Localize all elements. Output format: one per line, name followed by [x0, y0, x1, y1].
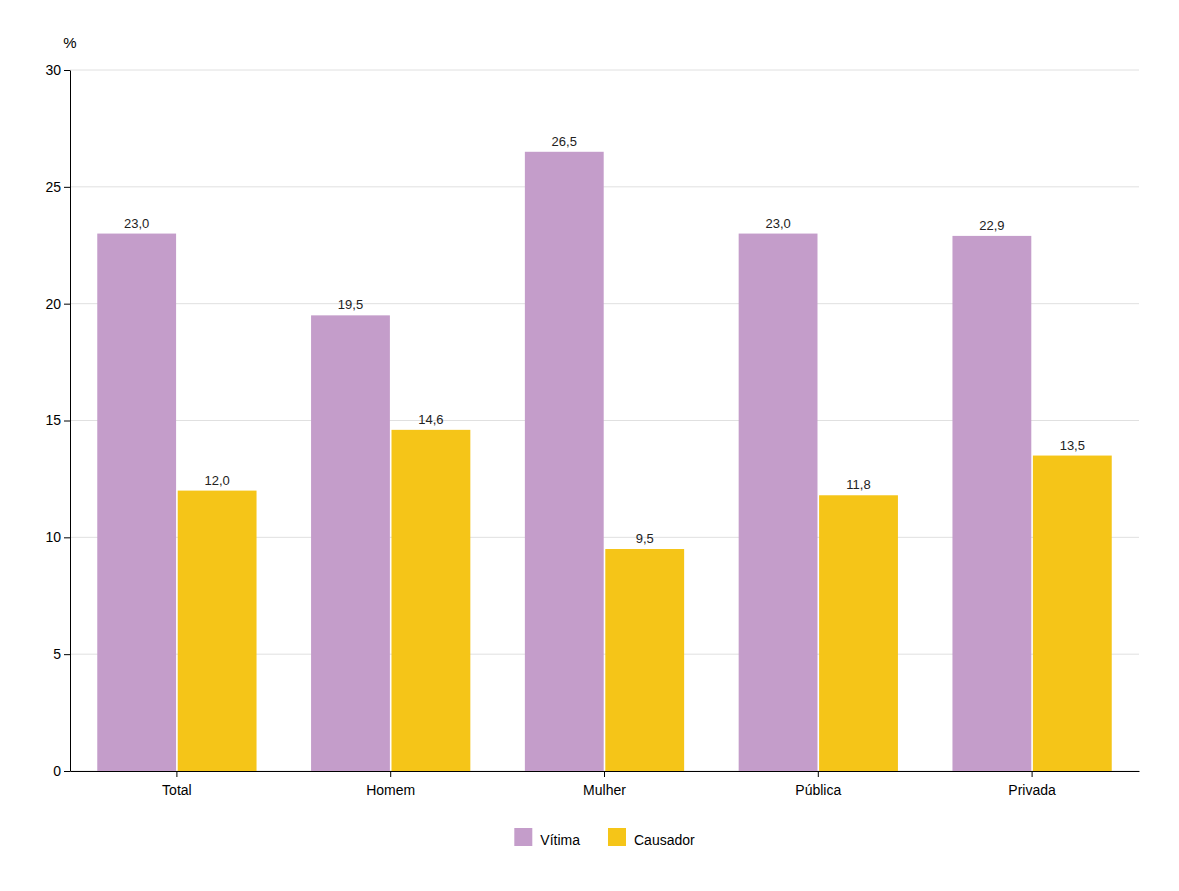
x-tick-mark	[390, 771, 391, 777]
x-tick-label: Privada	[1008, 782, 1056, 798]
bar	[605, 549, 684, 771]
x-tick: Mulher	[583, 771, 626, 798]
chart: 23,0 19,5 26,5 23,0 22,9 12,0 14,6 9,5 11,8 13,5 T…	[0, 0, 1179, 891]
x-tick-mark	[1032, 771, 1033, 777]
data-label: 11,8	[846, 477, 870, 492]
x-tick: Homem	[366, 771, 415, 798]
x-tick-label: Mulher	[583, 782, 626, 798]
data-label: 26,5	[552, 134, 577, 149]
data-label: 9,5	[636, 531, 654, 546]
bar-series	[178, 430, 1112, 771]
x-tick: Total	[162, 771, 192, 798]
legend-swatch	[514, 828, 532, 846]
bar	[311, 315, 390, 771]
data-label: 12,0	[204, 473, 229, 488]
bar	[525, 152, 604, 771]
y-tick-mark	[64, 304, 70, 305]
y-tick: 20	[45, 296, 70, 312]
bar-series	[97, 152, 1031, 771]
x-axis: Total Homem Mulher Pública Privada	[71, 771, 1140, 798]
data-label: 22,9	[979, 218, 1004, 233]
legend-item: Causador	[608, 828, 695, 848]
y-tick-mark	[64, 771, 70, 772]
y-tick: 5	[53, 646, 70, 662]
y-tick: 10	[45, 529, 70, 545]
x-tick-label: Homem	[366, 782, 415, 798]
data-label: 19,5	[338, 297, 363, 312]
y-tick-label: 10	[45, 529, 61, 545]
bar	[392, 430, 471, 771]
data-labels: 23,0 19,5 26,5 23,0 22,9 12,0 14,6 9,5 11,8 13,5	[124, 134, 1085, 546]
y-tick-label: 20	[45, 296, 61, 312]
y-tick-label: 0	[53, 763, 61, 779]
x-tick-mark	[818, 771, 819, 777]
y-tick: 15	[45, 412, 70, 428]
bar	[178, 491, 257, 771]
y-axis: 0 5 10 15 20 25 30	[45, 62, 70, 779]
y-tick-label: 30	[45, 62, 61, 78]
y-tick: 25	[45, 179, 70, 195]
legend: Vítima Causador	[514, 828, 695, 848]
x-tick-mark	[604, 771, 605, 777]
y-tick-mark	[64, 421, 70, 422]
y-tick-mark	[64, 537, 70, 538]
y-tick-label: 25	[45, 179, 61, 195]
bar	[739, 234, 818, 771]
y-tick-mark	[64, 187, 70, 188]
x-tick: Privada	[1008, 771, 1056, 798]
legend-swatch	[608, 828, 626, 846]
grid-line	[70, 186, 1139, 187]
bar	[819, 495, 898, 771]
data-label: 23,0	[124, 216, 149, 231]
grid	[70, 70, 1139, 771]
grid-line	[70, 70, 1139, 71]
y-tick-mark	[64, 654, 70, 655]
data-label: 23,0	[765, 216, 790, 231]
legend-label: Causador	[634, 832, 695, 848]
y-tick-label: 5	[53, 646, 61, 662]
plot: 23,0 19,5 26,5 23,0 22,9 12,0 14,6 9,5 11,8 13,5 T…	[45, 34, 1139, 798]
bar	[952, 236, 1031, 771]
y-tick-mark	[64, 70, 70, 71]
data-label: 13,5	[1060, 438, 1085, 453]
bars	[97, 152, 1111, 771]
y-tick: 30	[45, 62, 70, 78]
bar	[1033, 456, 1112, 771]
legend-label: Vítima	[540, 832, 580, 848]
y-tick-label: 15	[45, 412, 61, 428]
x-tick: Pública	[795, 771, 841, 798]
y-axis-label: %	[63, 34, 76, 51]
legend-item: Vítima	[514, 828, 580, 848]
x-tick-label: Total	[162, 782, 192, 798]
x-tick-mark	[176, 771, 177, 777]
data-label: 14,6	[418, 412, 443, 427]
x-tick-label: Pública	[795, 782, 841, 798]
y-tick: 0	[53, 763, 70, 779]
bar	[97, 234, 176, 771]
y-axis-line	[70, 71, 71, 772]
